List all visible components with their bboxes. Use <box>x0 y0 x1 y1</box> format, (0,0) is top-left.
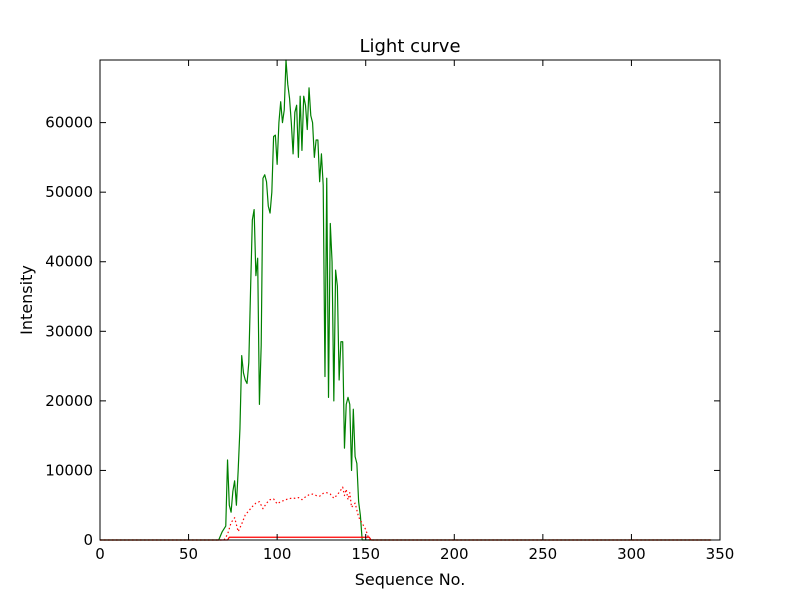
y-tick-label: 10000 <box>45 461 93 479</box>
x-tick-label: 300 <box>617 545 646 563</box>
plot-frame <box>99 59 721 541</box>
y-axis-label: Intensity <box>17 265 36 335</box>
y-tick-label: 60000 <box>45 114 93 132</box>
y-tick-label: 40000 <box>45 253 93 271</box>
axes-layer: 0 50 100 150 200 250 300 350 0 10000 20000 30000 400… <box>45 60 734 563</box>
x-tick-label: 200 <box>440 545 469 563</box>
y-tick-label: 0 <box>83 531 93 549</box>
x-tick-label: 0 <box>95 545 105 563</box>
x-tick-label: 350 <box>706 545 735 563</box>
y-tick-label: 20000 <box>45 392 93 410</box>
x-tick-label: 50 <box>179 545 198 563</box>
y-tick-label: 30000 <box>45 322 93 340</box>
x-tick-label: 100 <box>263 545 292 563</box>
x-tick-label: 150 <box>351 545 380 563</box>
series-line-1 <box>100 59 712 541</box>
chart-title: Light curve <box>359 36 460 57</box>
x-axis-label: Sequence No. <box>355 570 466 589</box>
series-line-2 <box>100 486 712 541</box>
y-tick-label: 50000 <box>45 183 93 201</box>
x-tick-label: 250 <box>529 545 558 563</box>
